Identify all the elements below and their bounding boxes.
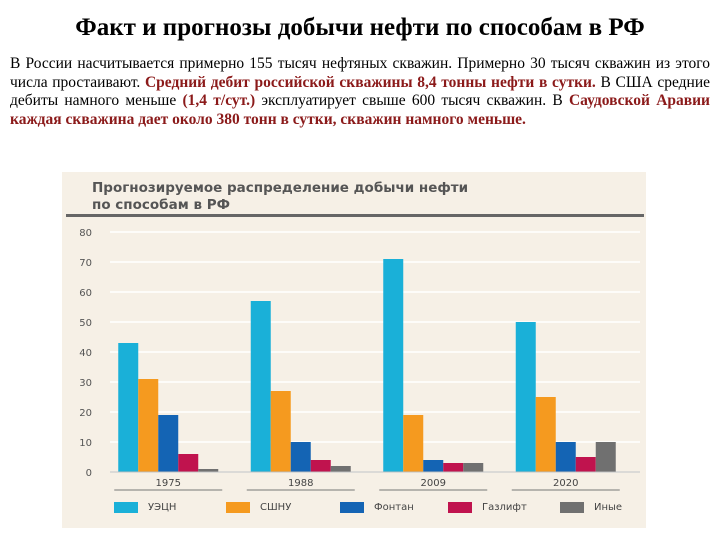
x-tick-label: 1988 [288, 478, 313, 489]
bar-СШНУ-1975 [138, 379, 159, 472]
y-tick-label: 50 [79, 318, 92, 329]
bar-Иные-1988 [330, 466, 351, 472]
intro-paragraph: В России насчитывается примерно 155 тыся… [10, 55, 710, 129]
legend-label: Газлифт [482, 502, 527, 513]
page-title: Факт и прогнозы добычи нефти по способам… [75, 14, 645, 41]
legend-swatch [226, 502, 250, 513]
y-tick-label: 60 [79, 288, 92, 299]
bar-Газлифт-1975 [178, 454, 199, 472]
paragraph-segment: эксплуатирует свыше 600 тысяч скважин. В [255, 92, 569, 110]
legend-label: СШНУ [260, 502, 292, 513]
bar-Иные-2020 [595, 442, 616, 472]
y-tick-label: 10 [79, 438, 92, 449]
chart-panel: Прогнозируемое распределение добычи нефт… [62, 172, 646, 528]
x-tick-label: 2009 [421, 478, 446, 489]
bar-Фонтан-2020 [555, 442, 576, 472]
bar-Газлифт-2009 [443, 463, 464, 472]
bar-УЭЦН-2020 [515, 322, 536, 472]
y-tick-label: 30 [79, 378, 92, 389]
paragraph-segment: В США средние дебиты намного меньше [10, 73, 710, 110]
bar-Фонтан-2009 [423, 460, 444, 472]
paragraph-segment: (1,4 т/сут.) [182, 92, 256, 110]
bar-Фонтан-1975 [158, 415, 179, 472]
bar-Фонтан-1988 [290, 442, 311, 472]
legend-swatch [340, 502, 364, 513]
y-tick-label: 40 [79, 348, 92, 359]
chart-title: Прогнозируемое распределение добычи нефт… [92, 180, 468, 214]
legend-label: Иные [594, 502, 623, 513]
bar-Иные-2009 [463, 463, 484, 472]
y-tick-label: 20 [79, 408, 92, 419]
paragraph-segment: Средний дебит российской скважины 8,4 то… [144, 73, 596, 91]
legend-item: Фонтан [340, 502, 414, 513]
bar-Газлифт-2020 [575, 457, 596, 472]
y-tick-label: 0 [86, 468, 92, 479]
bar-СШНУ-1988 [270, 391, 291, 472]
legend-swatch [114, 502, 138, 513]
chart-title-line-2: по способам в РФ [92, 197, 230, 213]
legend-item: СШНУ [226, 502, 291, 513]
legend-item: УЭЦН [114, 502, 176, 513]
bar-УЭЦН-1975 [118, 343, 139, 472]
paragraph-segment: Саудовской Аравии каждая скважина дает о… [10, 92, 710, 128]
chart-title-line-1: Прогнозируемое распределение добычи нефт… [92, 180, 469, 196]
y-tick-label: 80 [79, 228, 92, 239]
bar-chart: 0 10 20 30 40 50 60 70 80 1975 1988 2009 2020 [79, 228, 640, 491]
bar-СШНУ-2020 [535, 397, 556, 472]
bar-СШНУ-2009 [403, 415, 424, 472]
bar-УЭЦН-1988 [250, 301, 271, 472]
chart-title-rule [66, 214, 644, 217]
legend-label: Фонтан [374, 502, 414, 513]
bar-Газлифт-1988 [310, 460, 331, 472]
y-tick-label: 70 [79, 258, 92, 269]
paragraph-segment: В России насчитывается примерно 155 тыся… [10, 55, 710, 91]
legend-swatch [560, 502, 584, 513]
chart-legend: УЭЦН СШНУ Фонтан Газлифт Иные [114, 502, 644, 518]
legend-label: УЭЦН [148, 502, 177, 513]
legend-item: Газлифт [448, 502, 527, 513]
x-tick-label: 1975 [156, 478, 181, 489]
legend-item: Иные [560, 502, 622, 513]
legend-swatch [448, 502, 472, 513]
x-tick-label: 2020 [553, 478, 578, 489]
bar-УЭЦН-2009 [383, 259, 404, 472]
bar-Иные-1975 [198, 469, 219, 472]
